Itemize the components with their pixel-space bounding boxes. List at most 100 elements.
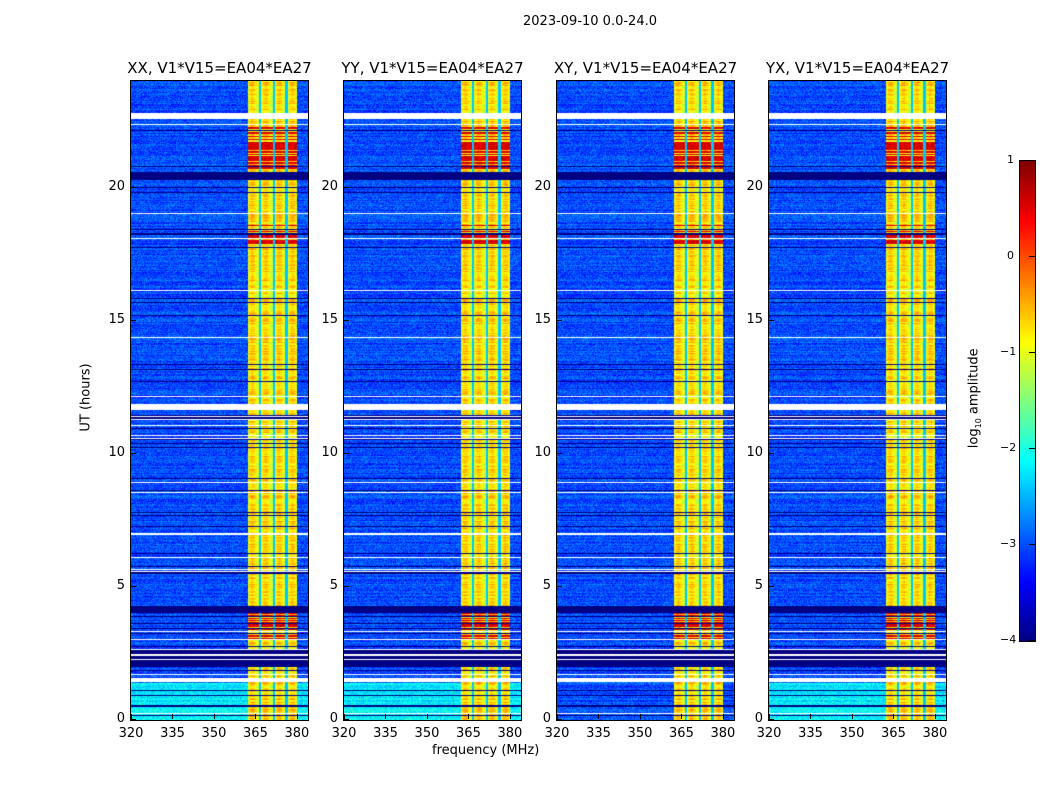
colorbar xyxy=(1019,160,1036,642)
colorbar-label-sub: 10 xyxy=(974,418,984,429)
colorbar-tick-label: −4 xyxy=(1000,633,1017,646)
x-tick-label: 365 xyxy=(243,726,268,741)
y-tick-label: 20 xyxy=(534,178,551,194)
x-tick xyxy=(851,714,853,719)
colorbar-label: log10 amplitude xyxy=(967,348,984,448)
y-tick xyxy=(769,585,774,587)
x-tick-label: 350 xyxy=(627,726,653,741)
x-tick-label: 380 xyxy=(922,726,948,741)
y-tick xyxy=(344,186,349,188)
y-tick-label: 5 xyxy=(329,577,338,593)
panel-title: YX, V1*V15=EA04*EA27 xyxy=(765,59,950,77)
y-tick-label: 15 xyxy=(321,311,338,327)
x-tick xyxy=(172,714,174,719)
x-tick-label: 335 xyxy=(373,726,398,741)
y-tick-label: 5 xyxy=(542,577,551,593)
x-tick xyxy=(344,714,345,719)
x-tick xyxy=(893,714,895,719)
x-tick-label: 350 xyxy=(414,726,440,741)
x-tick xyxy=(468,714,470,719)
y-tick-label: 5 xyxy=(754,577,763,593)
colorbar-tick-label: −1 xyxy=(1000,345,1017,358)
y-tick-label: 10 xyxy=(746,444,763,460)
colorbar-tick-label: −3 xyxy=(1000,537,1017,550)
y-tick xyxy=(557,319,562,321)
x-tick xyxy=(934,714,936,719)
y-tick xyxy=(131,719,136,720)
y-tick-label: 10 xyxy=(108,444,125,460)
x-tick xyxy=(557,714,558,719)
y-tick xyxy=(131,452,136,454)
y-tick xyxy=(557,186,562,188)
x-tick-label: 335 xyxy=(160,726,185,741)
x-tick xyxy=(296,714,298,719)
y-tick-label: 10 xyxy=(321,444,338,460)
y-tick xyxy=(769,452,774,454)
colorbar-label-suffix: amplitude xyxy=(966,348,982,419)
y-tick xyxy=(131,319,136,321)
x-tick xyxy=(769,714,770,719)
figure-title: 2023-09-10 0.0-24.0 xyxy=(523,14,657,29)
x-tick xyxy=(213,714,215,719)
x-tick-label: 365 xyxy=(881,726,906,741)
heatmap-panel xyxy=(130,80,309,721)
colorbar-tick xyxy=(1029,448,1035,449)
y-tick xyxy=(557,719,562,720)
y-tick-label: 15 xyxy=(534,311,551,327)
colorbar-tick xyxy=(1029,160,1035,161)
colorbar-tick-label: 0 xyxy=(1007,249,1014,262)
x-tick xyxy=(681,714,683,719)
panel-title: XY, V1*V15=EA04*EA27 xyxy=(553,59,738,77)
x-tick xyxy=(598,714,600,719)
y-tick-label: 20 xyxy=(321,178,338,194)
heatmap-panel xyxy=(768,80,947,721)
colorbar-label-log: log xyxy=(966,428,982,449)
y-tick xyxy=(344,719,349,720)
y-tick-label: 0 xyxy=(542,711,551,726)
y-axis-label: UT (hours) xyxy=(78,363,94,432)
colorbar-tick-label: −2 xyxy=(1000,441,1017,454)
x-tick-label: 365 xyxy=(456,726,481,741)
x-tick-label: 350 xyxy=(201,726,227,741)
y-tick-label: 5 xyxy=(116,577,125,593)
x-tick-label: 335 xyxy=(798,726,823,741)
colorbar-tick xyxy=(1029,544,1035,545)
x-tick xyxy=(639,714,641,719)
heatmap-image xyxy=(557,81,734,720)
y-tick-label: 0 xyxy=(329,711,338,726)
y-tick xyxy=(557,585,562,587)
x-tick xyxy=(426,714,428,719)
colorbar-tick-label: 1 xyxy=(1007,153,1014,166)
y-tick-label: 0 xyxy=(754,711,763,726)
colorbar-tick xyxy=(1029,256,1035,257)
x-tick-label: 320 xyxy=(118,726,144,741)
x-tick xyxy=(255,714,257,719)
x-tick-label: 380 xyxy=(497,726,523,741)
heatmap-panel xyxy=(556,80,735,721)
heatmap-image xyxy=(131,81,308,720)
y-tick xyxy=(131,585,136,587)
panel-title: XX, V1*V15=EA04*EA27 xyxy=(127,59,312,77)
y-tick xyxy=(769,319,774,321)
x-tick xyxy=(385,714,387,719)
y-tick xyxy=(344,319,349,321)
y-tick-label: 20 xyxy=(108,178,125,194)
x-tick-label: 320 xyxy=(544,726,570,741)
y-tick-label: 0 xyxy=(116,711,125,726)
colorbar-tick xyxy=(1029,640,1035,641)
y-tick xyxy=(344,452,349,454)
x-tick-label: 320 xyxy=(756,726,782,741)
y-tick-label: 15 xyxy=(746,311,763,327)
y-tick-label: 10 xyxy=(534,444,551,460)
x-axis-label: frequency (MHz) xyxy=(432,743,540,758)
heatmap-image xyxy=(769,81,946,720)
x-tick xyxy=(810,714,812,719)
x-tick-label: 320 xyxy=(331,726,357,741)
x-tick-label: 380 xyxy=(710,726,736,741)
colorbar-tick xyxy=(1029,352,1035,353)
x-tick-label: 380 xyxy=(284,726,310,741)
y-tick xyxy=(344,585,349,587)
y-tick-label: 20 xyxy=(746,178,763,194)
y-tick xyxy=(769,186,774,188)
heatmap-panel xyxy=(343,80,522,721)
